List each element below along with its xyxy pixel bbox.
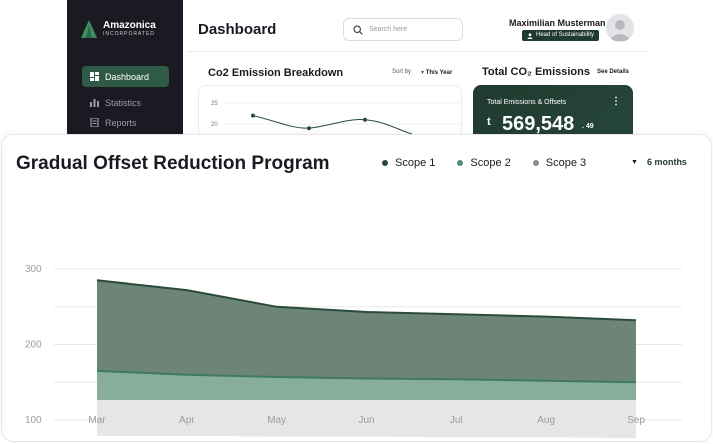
area-scope-2[interactable]	[97, 370, 636, 400]
legend-label: Scope 3	[545, 157, 587, 169]
y-tick-label: 200	[25, 340, 42, 351]
sort-control[interactable]: Sort by ▾ This Year	[392, 69, 452, 76]
legend-label: Scope 1	[395, 157, 436, 169]
sidebar: Amazonica INCORPORATED Dashboard Statist…	[67, 0, 183, 140]
x-tick-label: Mar	[88, 415, 106, 426]
emission-breakdown-title: Co2 Emission Breakdown	[208, 67, 344, 79]
offset-reduction-card: Gradual Offset Reduction Program Scope 1…	[1, 134, 712, 442]
mini-point[interactable]	[363, 117, 367, 122]
avatar-placeholder-icon	[610, 20, 630, 41]
x-tick-label: Aug	[537, 415, 555, 426]
total-emissions-title: Total CO₂ Emissions	[482, 66, 590, 78]
total-card-label: Total Emissions & Offsets	[487, 99, 567, 106]
user-name: Maximilian Musterman	[509, 18, 606, 28]
user-role-badge: Head of Sustainability	[522, 30, 600, 41]
x-tick-label: Jul	[450, 415, 463, 426]
legend-item-scope-2[interactable]: Scope 2	[457, 157, 511, 169]
legend-dot	[532, 160, 539, 166]
x-tick-label: Apr	[179, 415, 195, 426]
x-tick-label: May	[267, 415, 286, 426]
mini-y-tick: 20	[211, 122, 218, 128]
area-chart: 300 200 100 Mar Apr May Jun Jul Aug Sep	[25, 264, 682, 439]
grid-icon	[90, 72, 99, 81]
header-divider	[187, 51, 647, 52]
area-scope-3[interactable]	[97, 400, 636, 439]
brand-name: Amazonica	[103, 19, 156, 31]
user-role-label: Head of Sustainability	[536, 32, 595, 38]
sort-label: Sort by	[392, 69, 412, 75]
mini-point[interactable]	[307, 126, 311, 131]
range-select[interactable]: ▼ 6 months	[631, 157, 687, 167]
legend-item-scope-1[interactable]: Scope 1	[382, 157, 435, 169]
chart-legend: Scope 1 Scope 2 Scope 3	[382, 157, 586, 169]
total-unit: t	[487, 116, 491, 128]
search-input[interactable]: Search here	[343, 18, 463, 41]
leaf-logo-icon	[81, 20, 97, 38]
sidebar-item-statistics[interactable]: Statistics	[82, 92, 169, 113]
more-options-icon[interactable]: ⋮	[611, 96, 621, 107]
line-scope-1	[96, 279, 637, 322]
search-icon	[353, 24, 363, 35]
y-tick-label: 100	[25, 415, 42, 426]
legend-dot	[382, 160, 388, 166]
sidebar-item-reports[interactable]: Reports	[82, 112, 169, 133]
x-tick-label: Sep	[627, 415, 645, 426]
sort-value[interactable]: ▾ This Year	[421, 70, 453, 76]
see-details-link[interactable]: See Details	[597, 69, 630, 75]
legend-dot	[457, 160, 464, 166]
search-placeholder: Search here	[369, 26, 408, 33]
mini-y-tick: 25	[211, 101, 218, 107]
range-value: 6 months	[646, 157, 687, 167]
total-decimal: . 49	[582, 123, 594, 130]
x-tick-label: Jun	[358, 415, 374, 426]
sidebar-item-label: Reports	[105, 117, 137, 128]
mini-series-line	[252, 115, 422, 138]
sidebar-item-label: Dashboard	[105, 71, 150, 82]
avatar[interactable]	[606, 14, 634, 42]
chevron-down-icon: ▼	[631, 158, 638, 166]
mini-line-chart: 25 20	[211, 101, 461, 139]
card-title: Gradual Offset Reduction Program	[16, 153, 330, 174]
line-scope-2	[96, 369, 637, 384]
mini-point[interactable]	[251, 113, 255, 118]
page-title: Dashboard	[198, 21, 277, 38]
user-icon	[527, 32, 533, 39]
sidebar-item-label: Statistics	[105, 97, 142, 108]
total-value: 569,548	[502, 113, 575, 135]
legend-item-scope-3[interactable]: Scope 3	[532, 157, 587, 169]
legend-label: Scope 2	[470, 157, 511, 169]
area-scope-1[interactable]	[97, 280, 636, 400]
brand-logo[interactable]: Amazonica INCORPORATED	[81, 20, 156, 38]
document-icon	[90, 118, 99, 127]
sidebar-item-dashboard[interactable]: Dashboard	[82, 66, 169, 87]
dashboard-background: Amazonica INCORPORATED Dashboard Statist…	[67, 0, 647, 145]
y-tick-label: 300	[25, 264, 42, 275]
bar-chart-icon	[90, 99, 99, 107]
brand-subtitle: INCORPORATED	[103, 30, 155, 37]
